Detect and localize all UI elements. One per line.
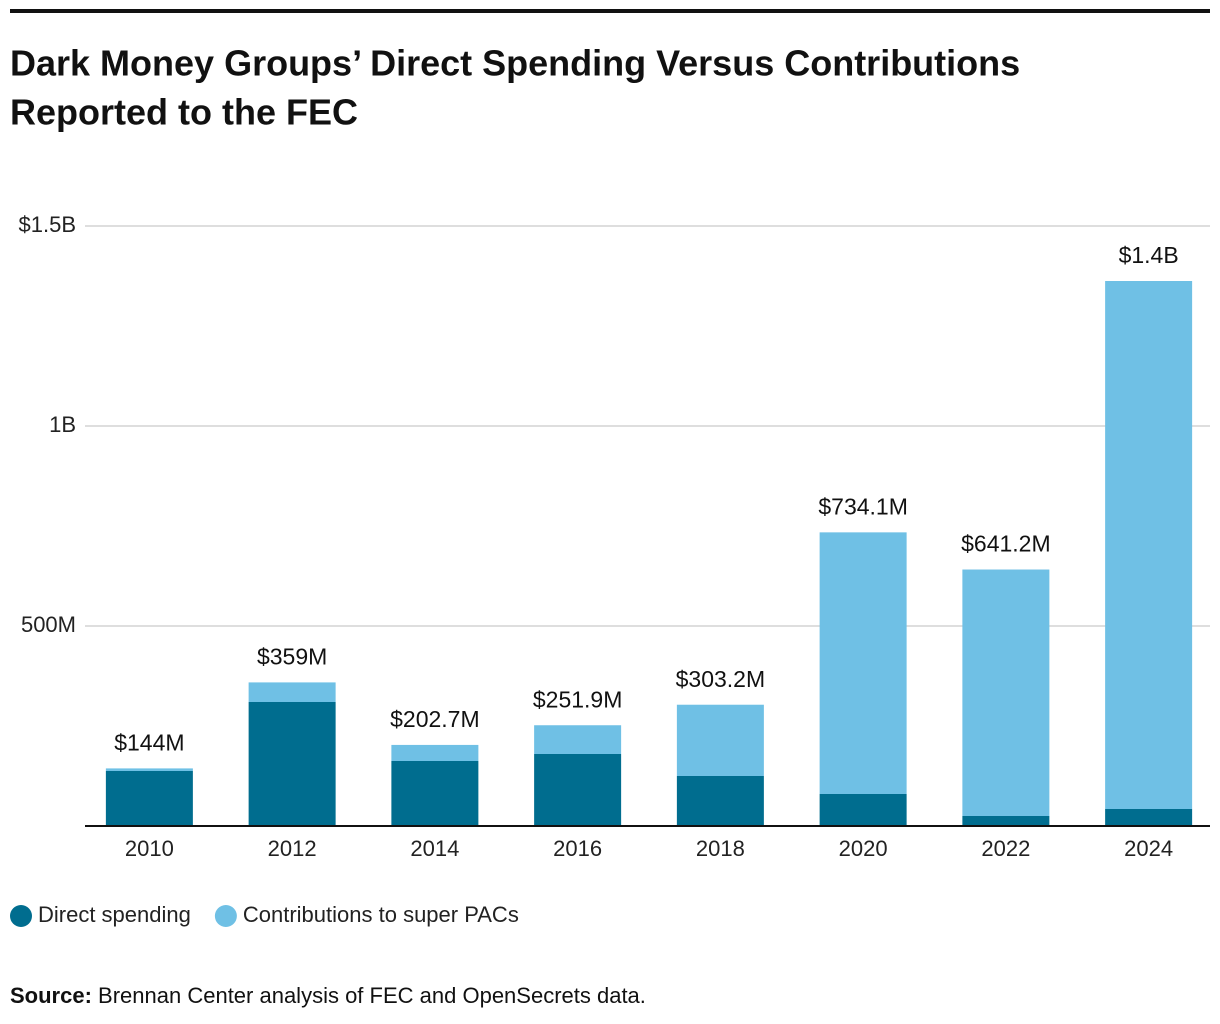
legend-swatch bbox=[10, 905, 32, 927]
bar-segment bbox=[391, 744, 479, 761]
total-label: $641.2M bbox=[961, 531, 1051, 557]
source-text: Brennan Center analysis of FEC and OpenS… bbox=[98, 983, 646, 1008]
x-tick-label: 2018 bbox=[696, 836, 745, 861]
total-label: $303.2M bbox=[676, 666, 766, 692]
x-tick-label: 2010 bbox=[125, 836, 174, 861]
bar-segment bbox=[676, 704, 764, 776]
legend-swatch bbox=[214, 905, 237, 927]
bar-segment bbox=[248, 702, 336, 826]
y-tick-label: 1B bbox=[49, 412, 76, 437]
bar-segment bbox=[1105, 281, 1193, 809]
bar-segment bbox=[819, 794, 907, 826]
source-label: Source: bbox=[10, 983, 92, 1008]
x-tick-label: 2014 bbox=[410, 836, 459, 861]
x-tick-label: 2020 bbox=[839, 836, 888, 861]
bar-segment bbox=[962, 816, 1050, 826]
bar-segment bbox=[534, 725, 622, 754]
total-label: $251.9M bbox=[533, 686, 623, 712]
x-tick-label: 2022 bbox=[981, 836, 1030, 861]
top-rule bbox=[10, 9, 1210, 13]
bar-segment bbox=[105, 771, 193, 826]
x-tick-label: 2024 bbox=[1124, 836, 1173, 861]
total-label: $359M bbox=[257, 643, 327, 669]
bar-segment bbox=[962, 569, 1050, 816]
bar-segment bbox=[248, 682, 336, 702]
y-tick-label: 500M bbox=[21, 612, 76, 637]
bar-segment bbox=[105, 768, 193, 771]
total-label: $734.1M bbox=[818, 493, 908, 519]
total-label: $1.4B bbox=[1119, 242, 1179, 268]
chart-title: Dark Money Groups’ Direct Spending Versu… bbox=[10, 43, 1020, 84]
bar-segment bbox=[1105, 809, 1193, 826]
y-tick-label: $1.5B bbox=[19, 212, 77, 237]
total-label: $144M bbox=[114, 729, 184, 755]
total-label: $202.7M bbox=[390, 706, 480, 732]
bar-segment bbox=[391, 761, 479, 826]
x-tick-label: 2016 bbox=[553, 836, 602, 861]
bar-segment bbox=[534, 754, 622, 826]
bar-segment bbox=[676, 776, 764, 826]
source: Source: Brennan Center analysis of FEC a… bbox=[10, 983, 646, 1008]
bar-segment bbox=[819, 532, 907, 794]
x-tick-label: 2012 bbox=[268, 836, 317, 861]
chart-title: Reported to the FEC bbox=[10, 92, 358, 133]
legend-label: Contributions to super PACs bbox=[243, 902, 519, 927]
legend-label: Direct spending bbox=[38, 902, 191, 927]
